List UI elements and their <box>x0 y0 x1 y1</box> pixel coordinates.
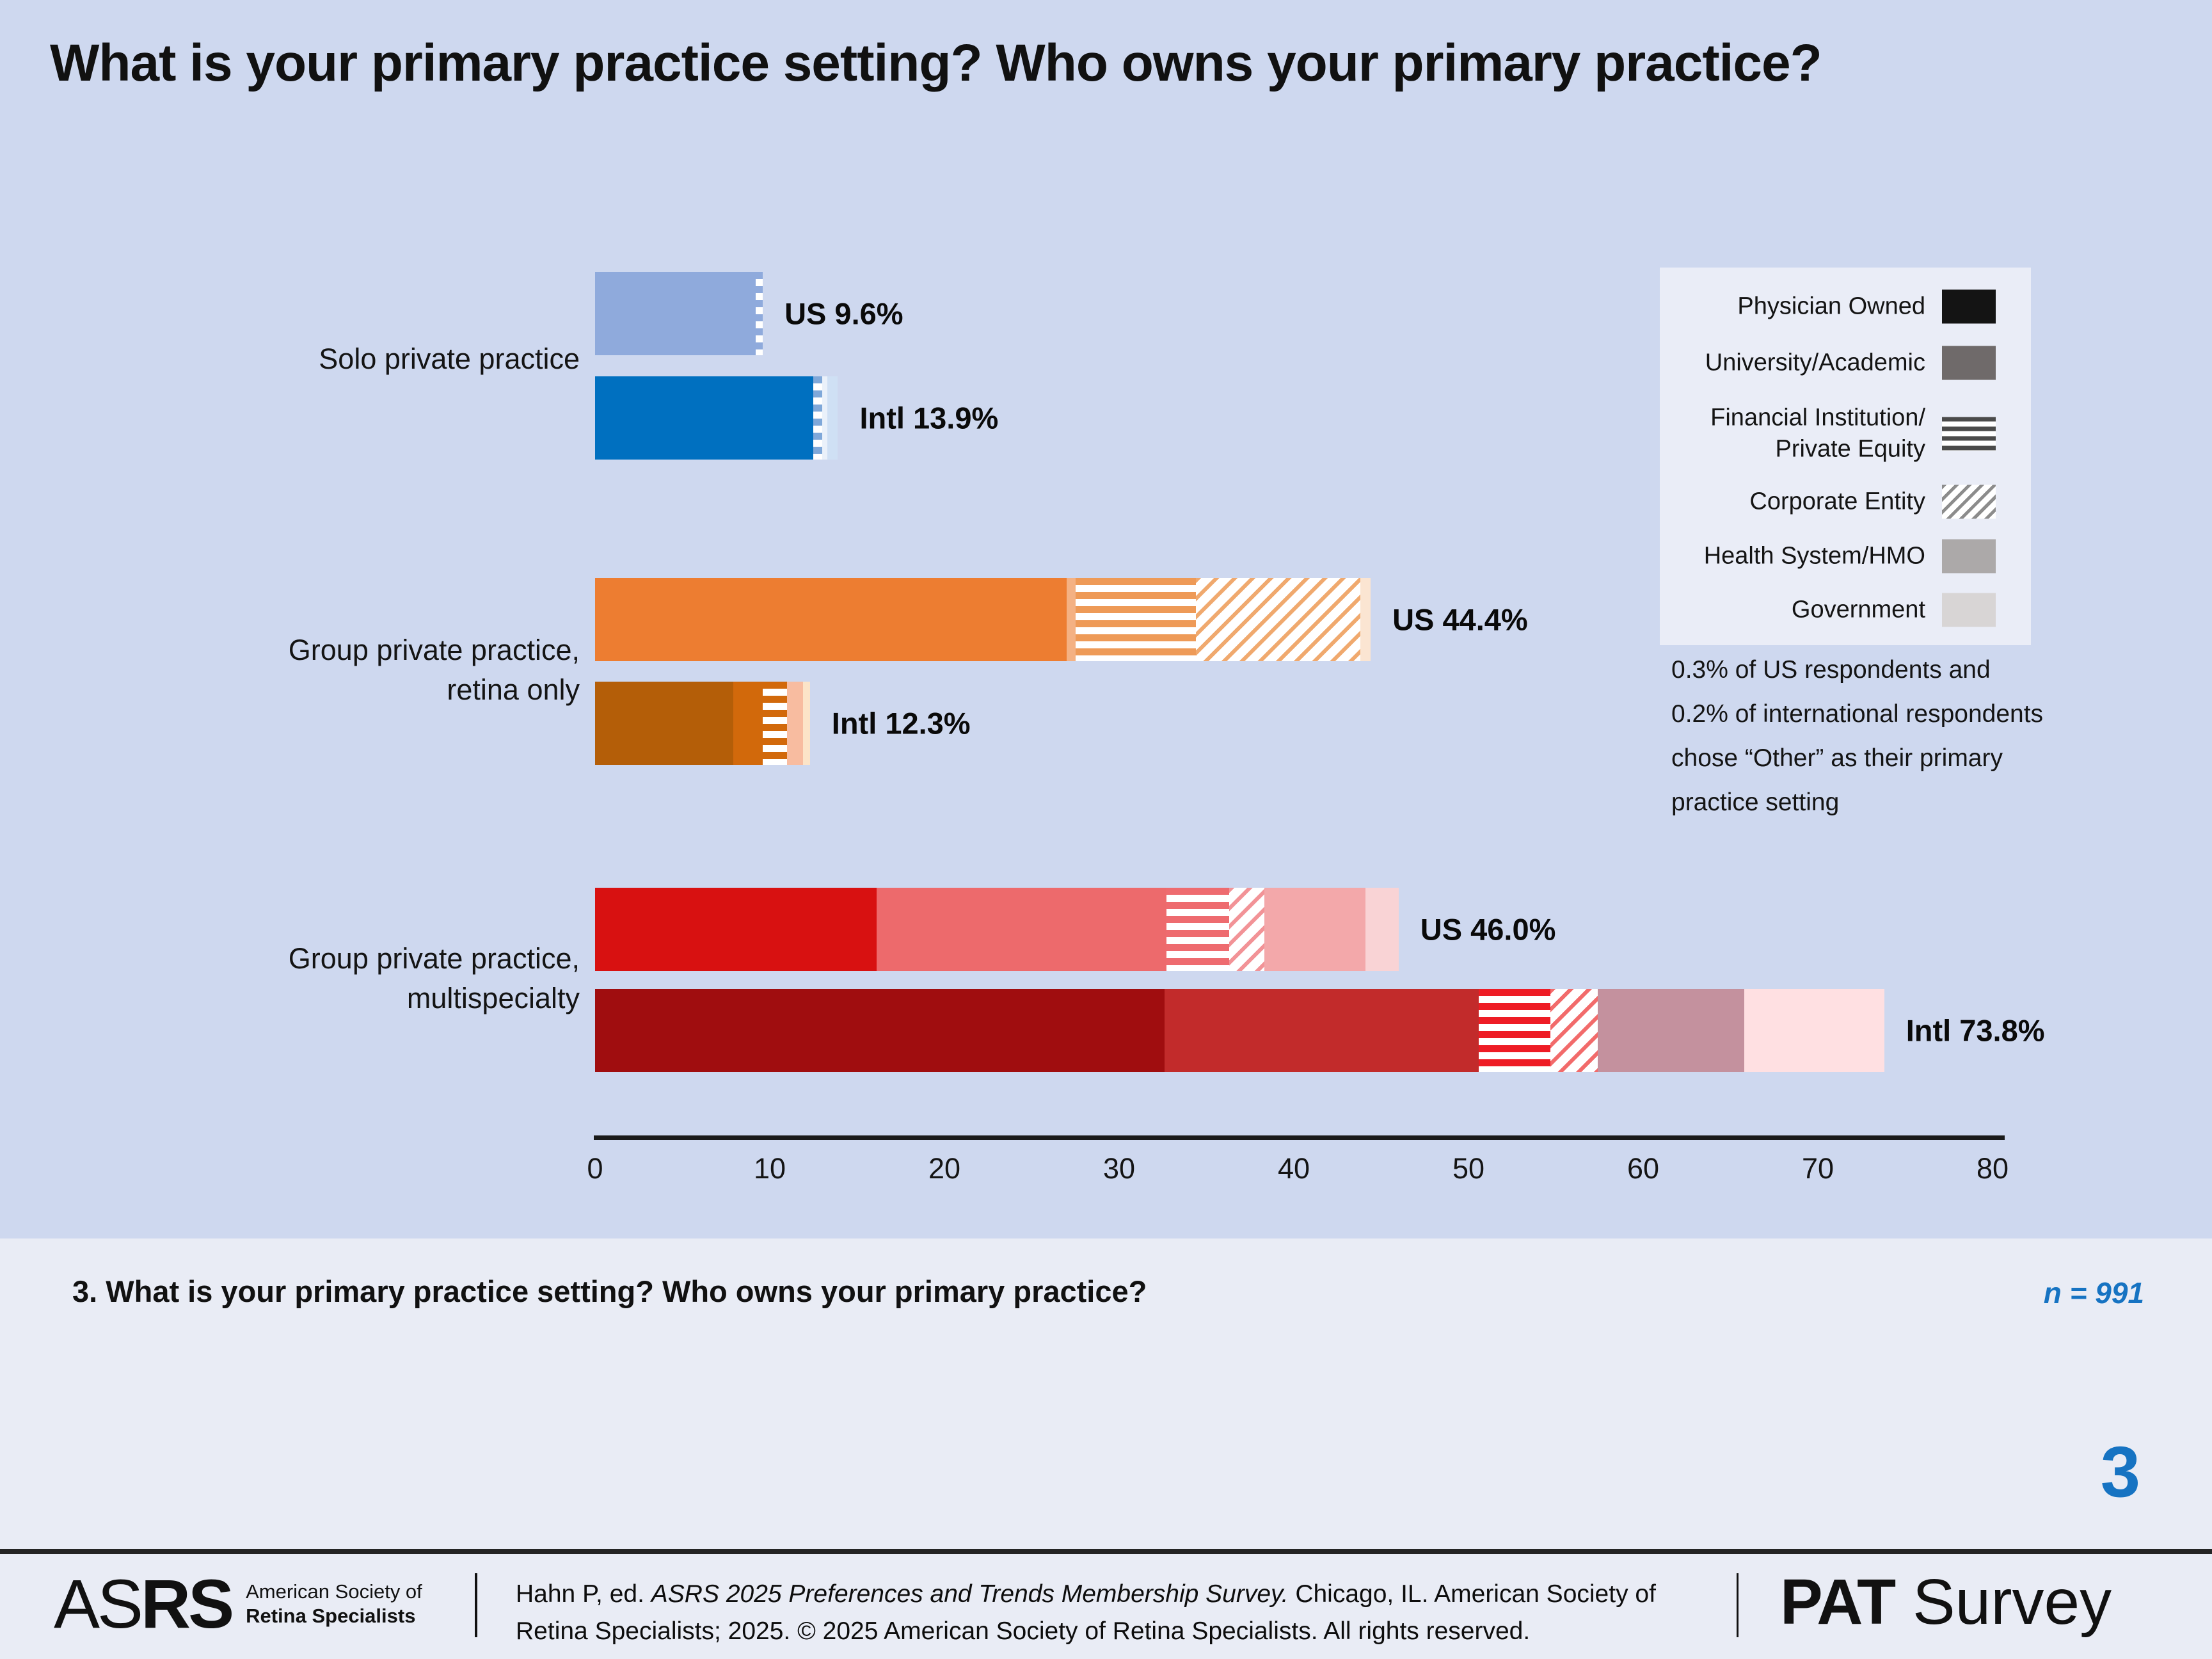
citation-plain-1: Hahn P, ed. <box>516 1580 651 1608</box>
segment-government <box>802 682 810 765</box>
category-label-group-private-practice: Group private practice, retina only <box>288 634 580 706</box>
footer-divider-1 <box>475 1573 477 1637</box>
bar-value-label-us-9-6: US 9.6% <box>784 296 903 331</box>
bar-value-label-intl-12-3: Intl 12.3% <box>831 706 971 741</box>
segment-government <box>1365 888 1399 971</box>
segment-physician-owned <box>595 888 877 971</box>
citation-plain-2: Chicago, IL. American Society of Retina … <box>516 1580 1656 1645</box>
pat-logo-bold: PAT <box>1780 1566 1896 1638</box>
legend-item-health-system-hmo: Health System/HMO <box>1703 539 1996 573</box>
segment-university-academic <box>876 888 1166 971</box>
stacked-bar-chart: Solo private practice Group private pract… <box>288 268 2045 1185</box>
segment-physician-owned <box>595 989 1165 1072</box>
legend-label: Physician Owned <box>1737 293 1925 320</box>
footer-rule <box>0 1549 2212 1554</box>
segment-health-system-hmo <box>1597 989 1745 1072</box>
legend-box: Physician Owned University/Academic Financ… <box>1660 268 2031 645</box>
legend-swatch-dstripe <box>1942 485 1996 519</box>
question-text: 3. What is your primary practice setting… <box>72 1274 1147 1308</box>
segment-physician-owned <box>595 272 756 355</box>
citation-text: Hahn P, ed. ASRS 2025 Preferences and Tr… <box>516 1576 1725 1650</box>
segment-government <box>827 376 838 460</box>
bar-intl-group-private-practice <box>595 989 1884 1072</box>
bar-intl-solo-private-practice <box>595 376 838 460</box>
legend-swatch-solid <box>1942 593 1996 627</box>
legend-item-physician-owned: Physician Owned <box>1737 289 1996 324</box>
bar-intl-group-private-practice <box>595 682 810 765</box>
asrs-logo-subtitle: American Society of Retina Specialists <box>246 1580 422 1628</box>
segment-physician-owned <box>595 682 733 765</box>
x-tick-80: 80 <box>1976 1152 2009 1185</box>
legend-swatch-solid <box>1942 346 1996 380</box>
page-number: 3 <box>2100 1432 2140 1512</box>
x-tick-60: 60 <box>1627 1152 1660 1185</box>
citation-italic: ASRS 2025 Preferences and Trends Members… <box>651 1580 1289 1608</box>
asrs-logo-bold: RS <box>141 1565 234 1642</box>
legend-note: 0.3% of US respondents and 0.2% of inter… <box>1671 656 2044 816</box>
bar-value-label-intl-73-8: Intl 73.8% <box>1906 1013 2045 1048</box>
segment-health-system-hmo <box>822 376 828 460</box>
x-axis-line <box>594 1135 2005 1140</box>
bar-value-label-intl-13-9: Intl 13.9% <box>859 401 999 435</box>
segment-financial-institution-private-equity <box>813 376 822 460</box>
bar-value-label-us-44-4: US 44.4% <box>1392 602 1528 637</box>
legend-item-financial-institution: Financial Institution/ Private Equity <box>1710 403 1996 466</box>
legend-label: Financial Institution/ Private Equity <box>1710 404 1925 463</box>
pat-survey-logo: PAT Survey <box>1780 1567 2112 1637</box>
footer-divider-2 <box>1737 1573 1739 1637</box>
segment-government <box>1360 578 1371 661</box>
segment-financial-institution-private-equity <box>763 682 788 765</box>
x-tick-50: 50 <box>1452 1152 1485 1185</box>
page-title: What is your primary practice setting? W… <box>50 34 1822 92</box>
legend-label: Health System/HMO <box>1703 542 1925 570</box>
legend-item-corporate-entity: Corporate Entity <box>1749 485 1996 519</box>
segment-physician-owned <box>595 376 814 460</box>
x-tick-40: 40 <box>1277 1152 1310 1185</box>
legend-item-government: Government <box>1792 593 1996 627</box>
pat-logo-plain: Survey <box>1895 1566 2112 1638</box>
x-tick-70: 70 <box>1801 1152 1834 1185</box>
asrs-subtitle-line1: American Society of <box>246 1580 422 1603</box>
segment-physician-owned <box>595 578 1067 661</box>
segment-financial-institution-private-equity <box>1166 888 1229 971</box>
segment-financial-institution-private-equity <box>756 272 763 355</box>
category-label-solo-private-practice: Solo private practice <box>319 342 580 375</box>
segment-corporate-entity <box>1196 578 1360 661</box>
bar-us-solo-private-practice <box>595 272 763 355</box>
segment-financial-institution-private-equity <box>1075 578 1197 661</box>
asrs-logo-light: AS <box>54 1565 143 1642</box>
asrs-logo-word: ASRS <box>54 1569 234 1639</box>
sample-size-label: n = 991 <box>2043 1276 2144 1310</box>
legend-label: Corporate Entity <box>1749 488 1925 515</box>
legend-swatch-hstripe <box>1942 417 1996 451</box>
segment-financial-institution-private-equity <box>1479 989 1551 1072</box>
x-tick-30: 30 <box>1102 1152 1136 1185</box>
segment-health-system-hmo <box>1264 888 1365 971</box>
bar-us-group-private-practice <box>595 888 1399 971</box>
bar-value-label-us-46-0: US 46.0% <box>1420 912 1556 947</box>
footer: ASRS American Society of Retina Speciali… <box>0 1554 2212 1659</box>
segment-university-academic <box>733 682 763 765</box>
legend-label: Government <box>1791 596 1925 623</box>
segment-university-academic <box>1164 989 1479 1072</box>
x-tick-20: 20 <box>928 1152 961 1185</box>
segment-university-academic <box>1067 578 1076 661</box>
segment-health-system-hmo <box>787 682 803 765</box>
segment-corporate-entity <box>1229 888 1264 971</box>
bottom-panel: 3. What is your primary practice setting… <box>0 1238 2212 1659</box>
legend-label: University/Academic <box>1705 349 1925 376</box>
legend-swatch-solid <box>1942 539 1996 573</box>
legend-item-university-academic: University/Academic <box>1705 346 1996 380</box>
legend-swatch-solid <box>1942 289 1996 324</box>
bar-us-group-private-practice <box>595 578 1371 661</box>
segment-corporate-entity <box>1550 989 1598 1072</box>
asrs-subtitle-line2: Retina Specialists <box>246 1605 416 1627</box>
segment-government <box>1744 989 1884 1072</box>
x-tick-10: 10 <box>753 1152 786 1185</box>
asrs-logo: ASRS American Society of Retina Speciali… <box>54 1569 422 1639</box>
category-label-group-private-practice: Group private practice, multispecialty <box>288 942 580 1014</box>
x-tick-0: 0 <box>587 1152 603 1185</box>
